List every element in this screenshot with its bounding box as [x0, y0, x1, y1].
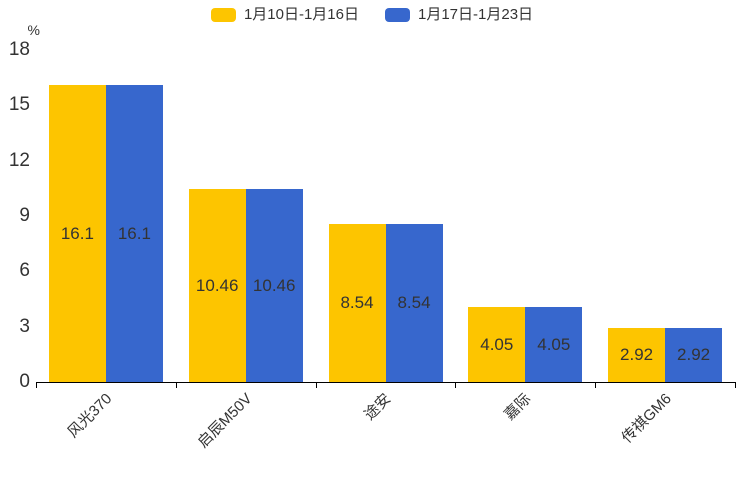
y-tick-label: 3: [19, 315, 30, 337]
bar-启辰M50V-series-2: [245, 189, 303, 382]
x-axis-tick: [36, 382, 37, 388]
legend-swatch-icon: [210, 8, 236, 22]
bar-value-label: 10.46: [195, 275, 239, 295]
y-axis-unit-label: %: [27, 22, 40, 38]
bar-value-label: 2.92: [677, 345, 711, 365]
y-tick-label: 15: [8, 94, 30, 116]
bar-启辰M50V-series-1: [188, 189, 246, 382]
legend-swatch-icon: [385, 8, 410, 22]
x-category-label-启辰M50V: 启辰M50V: [194, 390, 256, 452]
bar-value-label: 16.1: [117, 223, 151, 243]
bar-传祺GM6-series-2: [665, 328, 723, 382]
chart-legend: 1月10日-1月16日 1月17日-1月23日: [0, 6, 744, 24]
y-tick-label: 18: [8, 39, 30, 60]
x-axis-tick: [315, 382, 317, 388]
x-axis-tick: [735, 382, 736, 388]
bar-value-label: 4.05: [537, 334, 571, 354]
bar-value-label: 8.54: [340, 293, 374, 313]
bar-value-label: 4.05: [480, 334, 514, 354]
bar-嘉际-series-2: [525, 307, 583, 382]
bar-嘉际-series-1: [468, 307, 526, 382]
x-category-label-嘉际: 嘉际: [501, 390, 535, 424]
bar-风光370-series-2: [105, 85, 163, 382]
x-axis-tick: [595, 382, 597, 388]
bar-途安-series-1: [328, 224, 386, 382]
legend-label: 1月10日-1月16日: [243, 6, 359, 23]
bar-传祺GM6-series-1: [608, 328, 666, 382]
bar-途安-series-2: [385, 224, 443, 382]
x-category-label-途安: 途安: [361, 390, 395, 424]
x-axis-line: [36, 382, 735, 383]
legend-label: 1月17日-1月23日: [418, 6, 534, 23]
y-tick-label: 0: [19, 371, 30, 392]
x-axis-tick: [455, 382, 457, 388]
x-category-label-风光370: 风光370: [64, 390, 116, 442]
y-tick-label: 9: [19, 205, 30, 226]
bar-value-label: 10.46: [252, 275, 296, 295]
bar-value-label: 16.1: [60, 223, 94, 243]
x-axis-tick: [175, 382, 177, 388]
y-tick-label: 6: [19, 260, 30, 282]
bar-value-label: 2.92: [620, 345, 654, 365]
bar-风光370-series-1: [48, 85, 106, 382]
y-tick-label: 12: [8, 149, 30, 171]
bar-value-label: 8.54: [397, 293, 431, 313]
legend-item-series-2[interactable]: 1月17日-1月23日: [385, 6, 533, 24]
legend-item-series-1[interactable]: 1月10日-1月16日: [210, 6, 359, 24]
x-category-label-传祺GM6: 传祺GM6: [618, 390, 675, 447]
